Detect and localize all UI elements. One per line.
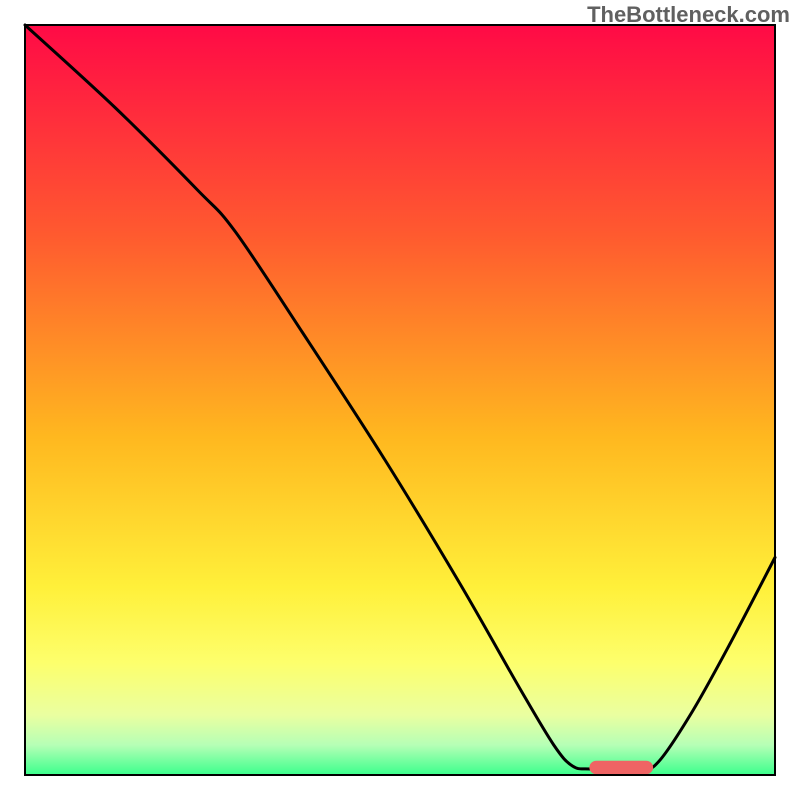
chart-root: TheBottleneck.com <box>0 0 800 800</box>
chart-svg <box>0 0 800 800</box>
plot-gradient <box>25 25 775 775</box>
optimal-marker <box>589 761 653 775</box>
watermark-text: TheBottleneck.com <box>587 2 790 28</box>
